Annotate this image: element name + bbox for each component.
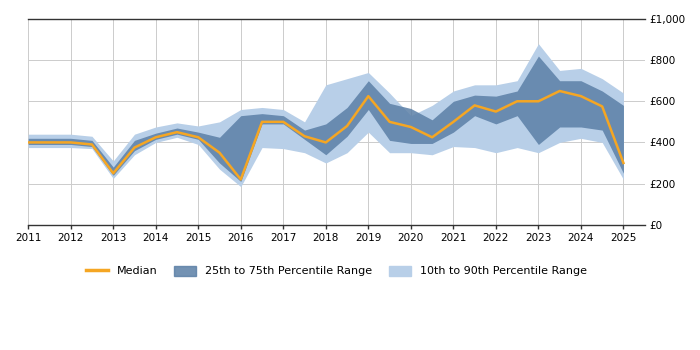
- Legend: Median, 25th to 75th Percentile Range, 10th to 90th Percentile Range: Median, 25th to 75th Percentile Range, 1…: [81, 261, 592, 281]
